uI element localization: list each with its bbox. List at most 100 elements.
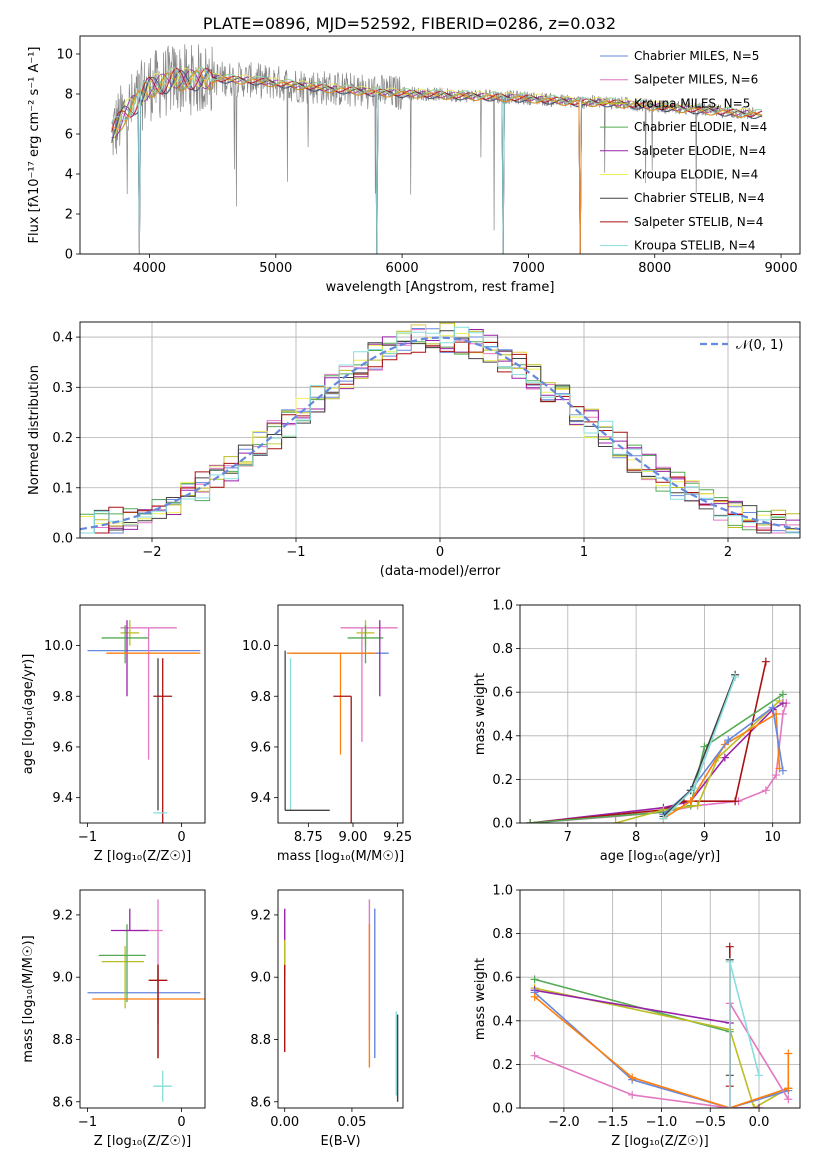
- x-axis-label: (data-model)/error: [380, 564, 501, 579]
- data-point-marker: [784, 1049, 793, 1058]
- data-point-marker: [611, 819, 620, 823]
- data-point-marker: [778, 766, 787, 775]
- tick-label-y: 10.0: [242, 639, 271, 654]
- legend-label: Salpeter MILES, N=6: [634, 73, 758, 87]
- series-line: [534, 991, 789, 1108]
- tick-label-x: 0.05: [337, 1115, 366, 1130]
- axes-frame: [79, 604, 206, 824]
- tick-label-y: 9.4: [250, 791, 271, 806]
- tick-label-x: −1: [78, 1115, 97, 1130]
- tick-label-x: −1.5: [597, 1115, 629, 1130]
- y-axis-label: mass [log₁₀(M/M☉)]: [21, 935, 36, 1062]
- tick-label-y: 8.6: [250, 1095, 271, 1110]
- plot-area: [87, 899, 205, 1102]
- data-point-marker: [755, 1104, 764, 1108]
- series-line: [530, 702, 784, 823]
- x-axis-label: wavelength [Angstrom, rest frame]: [326, 280, 555, 295]
- tick-label-y: 9.6: [250, 740, 271, 755]
- data-point-marker: [778, 690, 787, 699]
- axes-spectrum: 4000 5000 6000 7000 8000 9000 0 2 4 6 8 10 wavelengt…: [27, 35, 801, 295]
- tick-label-y: 0.4: [52, 331, 73, 346]
- data-point-marker: [720, 753, 729, 762]
- tick-label-y: 0.4: [492, 1014, 513, 1029]
- tick-label-y: 0.0: [52, 532, 73, 547]
- data-point-marker: [725, 957, 734, 966]
- tick-label-x: 9: [700, 830, 708, 845]
- plot-area: [526, 657, 791, 823]
- axes-frame: [519, 604, 801, 824]
- tick-label-y: 4: [65, 168, 73, 183]
- model-spectrum-line: [111, 67, 763, 254]
- data-point-marker: [755, 1071, 764, 1080]
- plot-area: [111, 44, 763, 254]
- histogram-step-line: [80, 341, 800, 538]
- tick-label-x: −1: [78, 830, 97, 845]
- data-point-marker: [731, 797, 740, 806]
- data-point-marker: [784, 1095, 793, 1104]
- tick-label-x: −0.5: [694, 1115, 726, 1130]
- gridlines: [80, 322, 800, 539]
- model-spectrum-line: [111, 67, 763, 254]
- tick-label-y: 9.6: [52, 740, 73, 755]
- series-line: [530, 702, 788, 823]
- tick-label-y: 9.4: [52, 791, 73, 806]
- data-point-marker: [725, 1104, 734, 1108]
- tick-label-x: 6000: [386, 261, 419, 276]
- data-point-marker: [526, 819, 535, 823]
- data-point-marker: [530, 1051, 539, 1060]
- tick-label-y: 8.8: [250, 1033, 271, 1048]
- data-point-marker: [772, 771, 781, 780]
- tick-label-y: 9.0: [250, 971, 271, 986]
- y-axis-label: mass weight: [473, 673, 488, 755]
- series-line: [729, 961, 760, 1108]
- legend: 𝒩(0, 1): [700, 338, 783, 353]
- series-line: [534, 996, 790, 1108]
- axes-frame: [277, 889, 404, 1109]
- legend: Chabrier MILES, N=5 Salpeter MILES, N=6 Kr…: [600, 49, 767, 253]
- axes-mass-vs-z: −1 0 8.6 8.8 9.0 9.2 Z [log₁₀(Z/Z☉)] mass [log₁…: [21, 889, 206, 1149]
- tick-label-x: 1: [580, 545, 588, 560]
- x-axis-label: E(B-V): [320, 1134, 360, 1149]
- tick-label-y: 8.8: [52, 1033, 73, 1048]
- axes-frame: [277, 604, 404, 824]
- axes-residuals: −2 −1 0 1 2 0.0 0.1 0.2 0.3 0.4 (data-model)/error…: [27, 321, 801, 579]
- tick-label-y: 9.2: [250, 908, 271, 923]
- data-point-marker: [628, 1090, 637, 1099]
- tick-label-y: 1.0: [492, 884, 513, 899]
- tick-label-x: 8: [632, 830, 640, 845]
- tick-label-x: 0.0: [749, 1115, 770, 1130]
- tick-label-x: −2: [142, 545, 161, 560]
- axes-frame: [79, 35, 801, 255]
- data-point-marker: [725, 942, 734, 951]
- normal-curve-line: [80, 336, 800, 531]
- data-point-marker: [530, 975, 539, 984]
- data-point-marker: [768, 703, 777, 712]
- axes-frame: [519, 889, 801, 1109]
- tick-label-x: 5000: [259, 261, 292, 276]
- data-point-marker: [628, 1073, 637, 1082]
- tick-label-y: 0.3: [52, 381, 73, 396]
- x-axis-label: mass [log₁₀(M/M☉)]: [277, 849, 404, 864]
- data-point-marker: [761, 657, 770, 666]
- legend-label: 𝒩(0, 1): [736, 338, 783, 353]
- data-point-marker: [724, 736, 733, 745]
- data-point-marker: [775, 696, 784, 705]
- tick-label-y: 9.8: [52, 690, 73, 705]
- tick-label-y: 0.8: [492, 927, 513, 942]
- series-line: [534, 987, 789, 1108]
- data-point-marker: [693, 801, 702, 810]
- tick-label-y: 0.0: [492, 1102, 513, 1117]
- plot-area: [80, 322, 800, 538]
- tick-label-y: 8.6: [52, 1095, 73, 1110]
- tick-label-y: 0.2: [492, 1058, 513, 1073]
- tick-label-y: 10.0: [44, 639, 73, 654]
- series-line: [534, 989, 759, 1108]
- data-point-marker: [784, 1084, 793, 1093]
- tick-label-x: 7000: [512, 261, 545, 276]
- legend-label: Chabrier STELIB, N=4: [634, 191, 765, 205]
- axes-age-vs-mass: 8.75 9.00 9.25 9.4 9.6 9.8 10.0 mass [log₁₀(M/M…: [242, 604, 412, 864]
- tick-label-y: 9.0: [52, 971, 73, 986]
- data-point-marker: [778, 710, 787, 718]
- tick-label-y: 0: [65, 248, 73, 263]
- tick-label-y: 0.2: [492, 773, 513, 788]
